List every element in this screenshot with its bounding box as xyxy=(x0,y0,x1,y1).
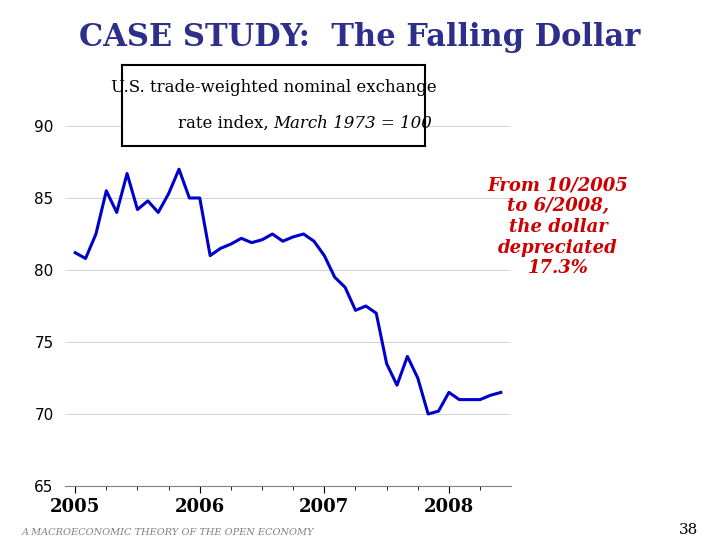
Text: U.S. trade-weighted nominal exchange: U.S. trade-weighted nominal exchange xyxy=(111,79,436,96)
Text: 38: 38 xyxy=(679,523,698,537)
Text: rate index,: rate index, xyxy=(178,114,274,132)
Text: March 1973 = 100: March 1973 = 100 xyxy=(274,114,433,132)
Text: From 10/2005
to 6/2008,
the dollar
depreciated
17.3%: From 10/2005 to 6/2008, the dollar depre… xyxy=(487,176,629,278)
Text: A MACROECONOMIC THEORY OF THE OPEN ECONOMY: A MACROECONOMIC THEORY OF THE OPEN ECONO… xyxy=(22,528,314,537)
Text: CASE STUDY:  The Falling Dollar: CASE STUDY: The Falling Dollar xyxy=(79,22,641,52)
